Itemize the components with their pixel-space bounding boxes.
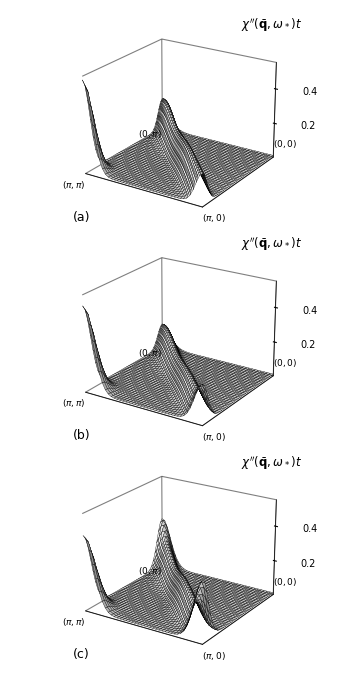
- Text: (b): (b): [73, 429, 90, 442]
- Text: (c): (c): [73, 648, 90, 661]
- Text: (a): (a): [73, 211, 90, 224]
- Text: $\chi''(\bar{\mathbf{q}},\omega_*)t$: $\chi''(\bar{\mathbf{q}},\omega_*)t$: [241, 17, 302, 34]
- Text: $\chi''(\bar{\mathbf{q}},\omega_*)t$: $\chi''(\bar{\mathbf{q}},\omega_*)t$: [241, 236, 302, 253]
- Text: $\chi''(\bar{\mathbf{q}},\omega_*)t$: $\chi''(\bar{\mathbf{q}},\omega_*)t$: [241, 454, 302, 472]
